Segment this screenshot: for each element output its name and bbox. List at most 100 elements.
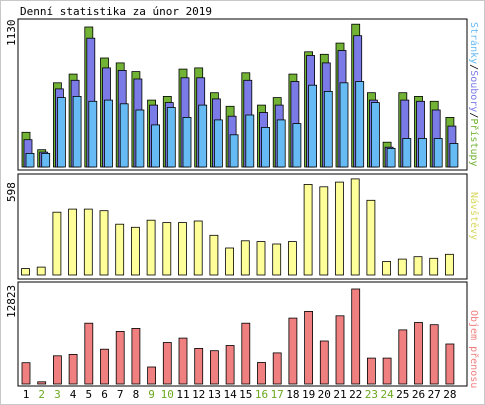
bar-objem-day-3 (53, 355, 62, 385)
bar-stranky-day-2 (41, 152, 51, 168)
bar-navstevy-day-5 (83, 208, 93, 276)
bar-objem-day-22 (351, 288, 361, 385)
bar-objem-day-17 (272, 352, 282, 385)
bar-objem-day-12 (194, 347, 204, 385)
bar-navstevy-day-8 (130, 226, 140, 276)
chart-title: Denní statistika za únor 2019 (20, 5, 212, 18)
day-label-8: 8 (133, 388, 140, 401)
bar-stranky-day-18 (292, 123, 302, 168)
bar-stranky-day-27 (433, 138, 443, 168)
day-label-6: 6 (101, 388, 108, 401)
day-label-26: 26 (412, 388, 425, 401)
bar-objem-day-15 (241, 322, 251, 385)
bar-stranky-day-25 (402, 138, 412, 168)
day-label-18: 18 (286, 388, 299, 401)
bar-stranky-day-9 (151, 124, 161, 168)
bar-navstevy-day-17 (272, 243, 282, 276)
day-label-21: 21 (333, 388, 346, 401)
bar-navstevy-day-13 (209, 234, 219, 276)
panel-hits-bars (21, 23, 459, 168)
bar-navstevy-day-20 (319, 186, 329, 276)
bar-navstevy-day-23 (366, 199, 376, 276)
bar-navstevy-day-6 (99, 210, 109, 276)
bar-stranky-day-12 (198, 104, 208, 168)
bar-navstevy-day-27 (429, 257, 439, 276)
day-labels: 1 2 3 4 5 6 7 8 9 10 11 12 13 14 15 16 17 18 19 20 21 22 23 24 2… (23, 388, 457, 401)
bar-objem-day-28 (445, 343, 455, 385)
legend-separator-2: / (468, 112, 479, 118)
day-label-10: 10 (161, 388, 174, 401)
bar-objem-day-19 (304, 310, 314, 385)
bar-stranky-day-8 (135, 109, 145, 168)
bar-navstevy-day-3 (52, 211, 62, 276)
bar-stranky-day-21 (339, 82, 349, 168)
bar-navstevy-day-28 (444, 253, 454, 276)
bar-objem-day-6 (100, 348, 109, 385)
bar-navstevy-day-18 (287, 241, 297, 276)
bar-navstevy-day-19 (303, 183, 313, 276)
day-label-22: 22 (349, 388, 362, 401)
bar-navstevy-day-25 (397, 258, 407, 276)
legend-soubory: Soubory (468, 70, 479, 112)
bar-objem-day-23 (366, 357, 376, 385)
bar-objem-day-10 (162, 342, 172, 385)
bar-navstevy-day-1 (21, 268, 30, 276)
bar-stranky-day-5 (88, 100, 98, 168)
day-label-7: 7 (117, 388, 124, 401)
bar-navstevy-day-22 (350, 178, 360, 276)
bar-stranky-day-24 (386, 147, 396, 168)
day-label-2: 2 (38, 388, 45, 401)
bar-stranky-day-7 (119, 103, 129, 168)
legend-navstevy: Návštěvy (468, 192, 480, 240)
bar-stranky-day-6 (104, 99, 113, 168)
day-label-15: 15 (239, 388, 252, 401)
bar-objem-day-24 (382, 357, 392, 385)
day-label-28: 28 (443, 388, 456, 401)
bar-stranky-day-13 (213, 119, 223, 168)
bar-navstevy-day-9 (146, 219, 156, 276)
day-label-3: 3 (54, 388, 61, 401)
bar-stranky-day-22 (355, 81, 365, 168)
bar-objem-day-4 (68, 353, 78, 385)
bar-stranky-day-15 (245, 114, 255, 168)
panel-hits-axis-max: 1130 (5, 20, 18, 47)
panel-volume-bars (21, 288, 455, 385)
day-label-16: 16 (255, 388, 268, 401)
bar-navstevy-day-12 (193, 220, 203, 276)
day-label-20: 20 (318, 388, 331, 401)
bar-objem-day-25 (398, 329, 408, 385)
bar-objem-day-2 (37, 381, 47, 385)
bar-navstevy-day-15 (240, 240, 250, 276)
bar-stranky-day-17 (276, 119, 286, 168)
bar-objem-day-5 (84, 322, 94, 385)
legend-objem: Objem přenosu (468, 310, 480, 388)
legend-separator-1: / (468, 64, 479, 70)
bar-stranky-day-19 (308, 84, 318, 168)
bar-navstevy-day-11 (178, 222, 187, 276)
day-label-25: 25 (396, 388, 409, 401)
day-label-12: 12 (192, 388, 205, 401)
bar-navstevy-day-14 (225, 247, 235, 276)
legend-stranky: Stránky (468, 22, 480, 64)
bar-objem-day-20 (319, 340, 329, 385)
bar-stranky-day-10 (166, 107, 176, 168)
day-label-23: 23 (365, 388, 378, 401)
bar-objem-day-21 (335, 315, 345, 385)
bar-stranky-day-16 (261, 127, 270, 168)
day-label-1: 1 (23, 388, 30, 401)
bar-objem-day-7 (115, 330, 125, 385)
bar-navstevy-day-24 (382, 261, 392, 276)
panel-visits-axis-max: 598 (5, 182, 18, 202)
bar-navstevy-day-26 (413, 256, 423, 276)
day-label-11: 11 (176, 388, 189, 401)
day-label-19: 19 (302, 388, 315, 401)
panel-volume-axis-max: 12823 (5, 285, 18, 318)
day-label-4: 4 (70, 388, 77, 401)
panel-visits-bars (21, 178, 454, 276)
bar-objem-day-18 (288, 317, 298, 385)
bar-stranky-day-14 (229, 134, 239, 168)
bar-objem-day-9 (147, 366, 157, 385)
bar-stranky-day-28 (449, 143, 459, 168)
bar-stranky-day-3 (57, 97, 66, 168)
legend-pristupy: Přístupy (468, 118, 480, 166)
